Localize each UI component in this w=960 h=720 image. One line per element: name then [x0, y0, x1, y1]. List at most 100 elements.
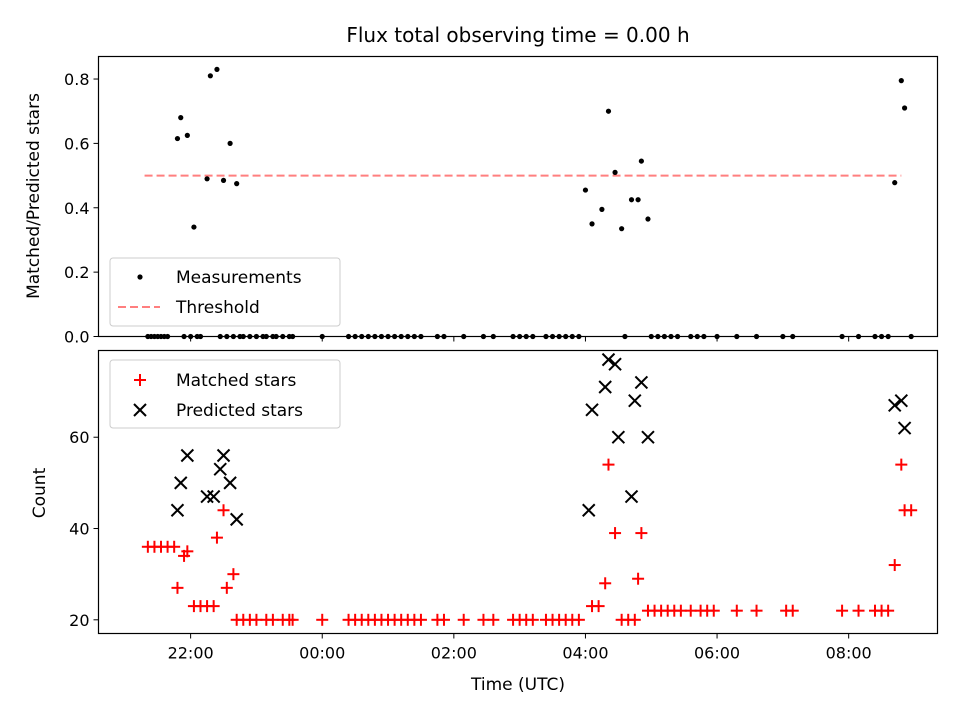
measurement-point	[605, 108, 612, 114]
measurement-point	[174, 135, 181, 142]
measurement-point	[898, 78, 904, 84]
matched-star-point	[632, 572, 645, 585]
matched-star-point	[457, 613, 470, 626]
predicted-star-point	[206, 489, 221, 504]
matched-star-point	[895, 458, 908, 471]
predicted-star-point	[598, 380, 612, 394]
matched-star-point	[628, 613, 641, 626]
predicted-star-point	[888, 398, 902, 412]
bottom-x-ticks: 22:00 00:00 02:00 04:00 06:00 08:00	[168, 633, 872, 663]
measurement-point	[599, 206, 605, 212]
predicted-star-point	[582, 503, 596, 517]
matched-star-point	[207, 600, 220, 613]
matched-star-point	[572, 613, 585, 626]
bottom-x-tick-label: 06:00	[694, 644, 740, 663]
predicted-star-point	[624, 489, 639, 504]
predicted-star-point	[216, 448, 231, 463]
bottom-x-tick-label: 04:00	[562, 644, 608, 663]
legend-matched-marker	[134, 374, 146, 386]
top-plot-frame	[97, 55, 939, 338]
matched-star-point	[220, 581, 233, 594]
matched-star-point	[592, 600, 605, 613]
measurement-point	[214, 66, 220, 72]
predicted-star-point	[170, 503, 185, 517]
predicted-star-point	[213, 462, 227, 476]
matched-star-point	[217, 504, 230, 517]
measurement-point	[178, 115, 184, 121]
top-y-tick-label: 0.4	[64, 199, 89, 218]
measurement-point	[901, 105, 908, 111]
measurement-point	[191, 224, 197, 230]
top-y-tick-label: 0.6	[64, 134, 89, 153]
top-y-axis-label: Matched/Predicted stars	[24, 93, 44, 299]
legend-predicted-marker	[133, 403, 147, 417]
matched-star-point	[786, 604, 799, 617]
predicted-star-point	[180, 448, 195, 463]
matched-star-point	[750, 604, 763, 617]
matched-star-point	[882, 604, 895, 617]
measurement-point	[645, 216, 651, 222]
top-legend-box	[109, 257, 341, 327]
predicted-star-point	[174, 476, 188, 490]
bottom-legend: Matched stars Predicted stars	[109, 359, 341, 429]
legend-matched-label: Matched stars	[176, 371, 296, 391]
measurement-point	[184, 132, 190, 138]
matched-star-point	[210, 531, 223, 544]
matched-star-point	[609, 527, 622, 540]
matched-star-point	[414, 613, 427, 626]
bottom-y-tick-label: 60	[69, 428, 89, 447]
top-panel: 0.00.20.40.60.8 Matched/Predicted stars …	[24, 55, 939, 347]
matched-star-point	[181, 545, 194, 558]
matched-star-point	[526, 613, 539, 626]
measurement-point	[204, 176, 210, 182]
matched-star-point	[316, 613, 329, 626]
predicted-star-point	[611, 430, 626, 444]
top-y-tick-label: 0.2	[64, 263, 89, 282]
predicted-star-point	[200, 489, 214, 504]
matched-star-point	[599, 577, 612, 590]
matched-star-point	[227, 568, 240, 581]
bottom-y-tick-label: 40	[69, 520, 89, 539]
predicted-star-point	[634, 375, 649, 390]
count-points	[141, 352, 918, 626]
bottom-x-tick-label: 22:00	[168, 644, 214, 663]
matched-star-point	[437, 613, 450, 626]
measurement-point	[207, 73, 213, 79]
predicted-star-point	[641, 430, 655, 444]
measurement-point	[628, 197, 635, 203]
measurement-point	[635, 197, 641, 203]
top-legend: Measurements Threshold	[109, 257, 341, 327]
measurement-point	[619, 226, 625, 232]
measurement-point	[892, 180, 898, 186]
top-y-tick-label: 0.0	[64, 328, 89, 347]
bottom-y-ticks: 20 40 60	[69, 428, 99, 630]
matched-star-point	[487, 613, 500, 626]
measurement-point	[234, 181, 240, 187]
bottom-x-tick-label: 00:00	[299, 644, 345, 663]
measurement-point	[589, 221, 595, 227]
matched-star-point	[905, 504, 918, 517]
matched-star-point	[707, 604, 720, 617]
matched-star-point	[635, 527, 648, 540]
bottom-y-tick-label: 20	[69, 611, 89, 630]
legend-threshold-label: Threshold	[175, 298, 260, 318]
x-axis-label: Time (UTC)	[470, 675, 565, 695]
measurement-point	[220, 177, 227, 184]
predicted-star-point	[897, 421, 912, 435]
bottom-legend-box	[109, 359, 341, 429]
legend-predicted-label: Predicted stars	[176, 401, 303, 421]
bottom-x-tick-label: 02:00	[431, 644, 477, 663]
measurement-point	[582, 187, 589, 193]
predicted-star-point	[894, 394, 909, 408]
legend-measurements-marker	[137, 274, 143, 280]
bottom-y-axis-label: Count	[30, 467, 50, 518]
bottom-x-tick-label: 08:00	[826, 644, 872, 663]
matched-star-point	[286, 613, 299, 626]
legend-measurements-label: Measurements	[176, 268, 302, 288]
bottom-panel: 20 40 60 22:00 00:00 02:00 04:00 06:00 08:00 Co…	[30, 349, 939, 695]
chart-title: Flux total observing time = 0.00 h	[346, 23, 689, 47]
predicted-star-point	[628, 394, 642, 408]
matched-star-point	[168, 540, 181, 553]
predicted-star-point	[223, 476, 237, 490]
